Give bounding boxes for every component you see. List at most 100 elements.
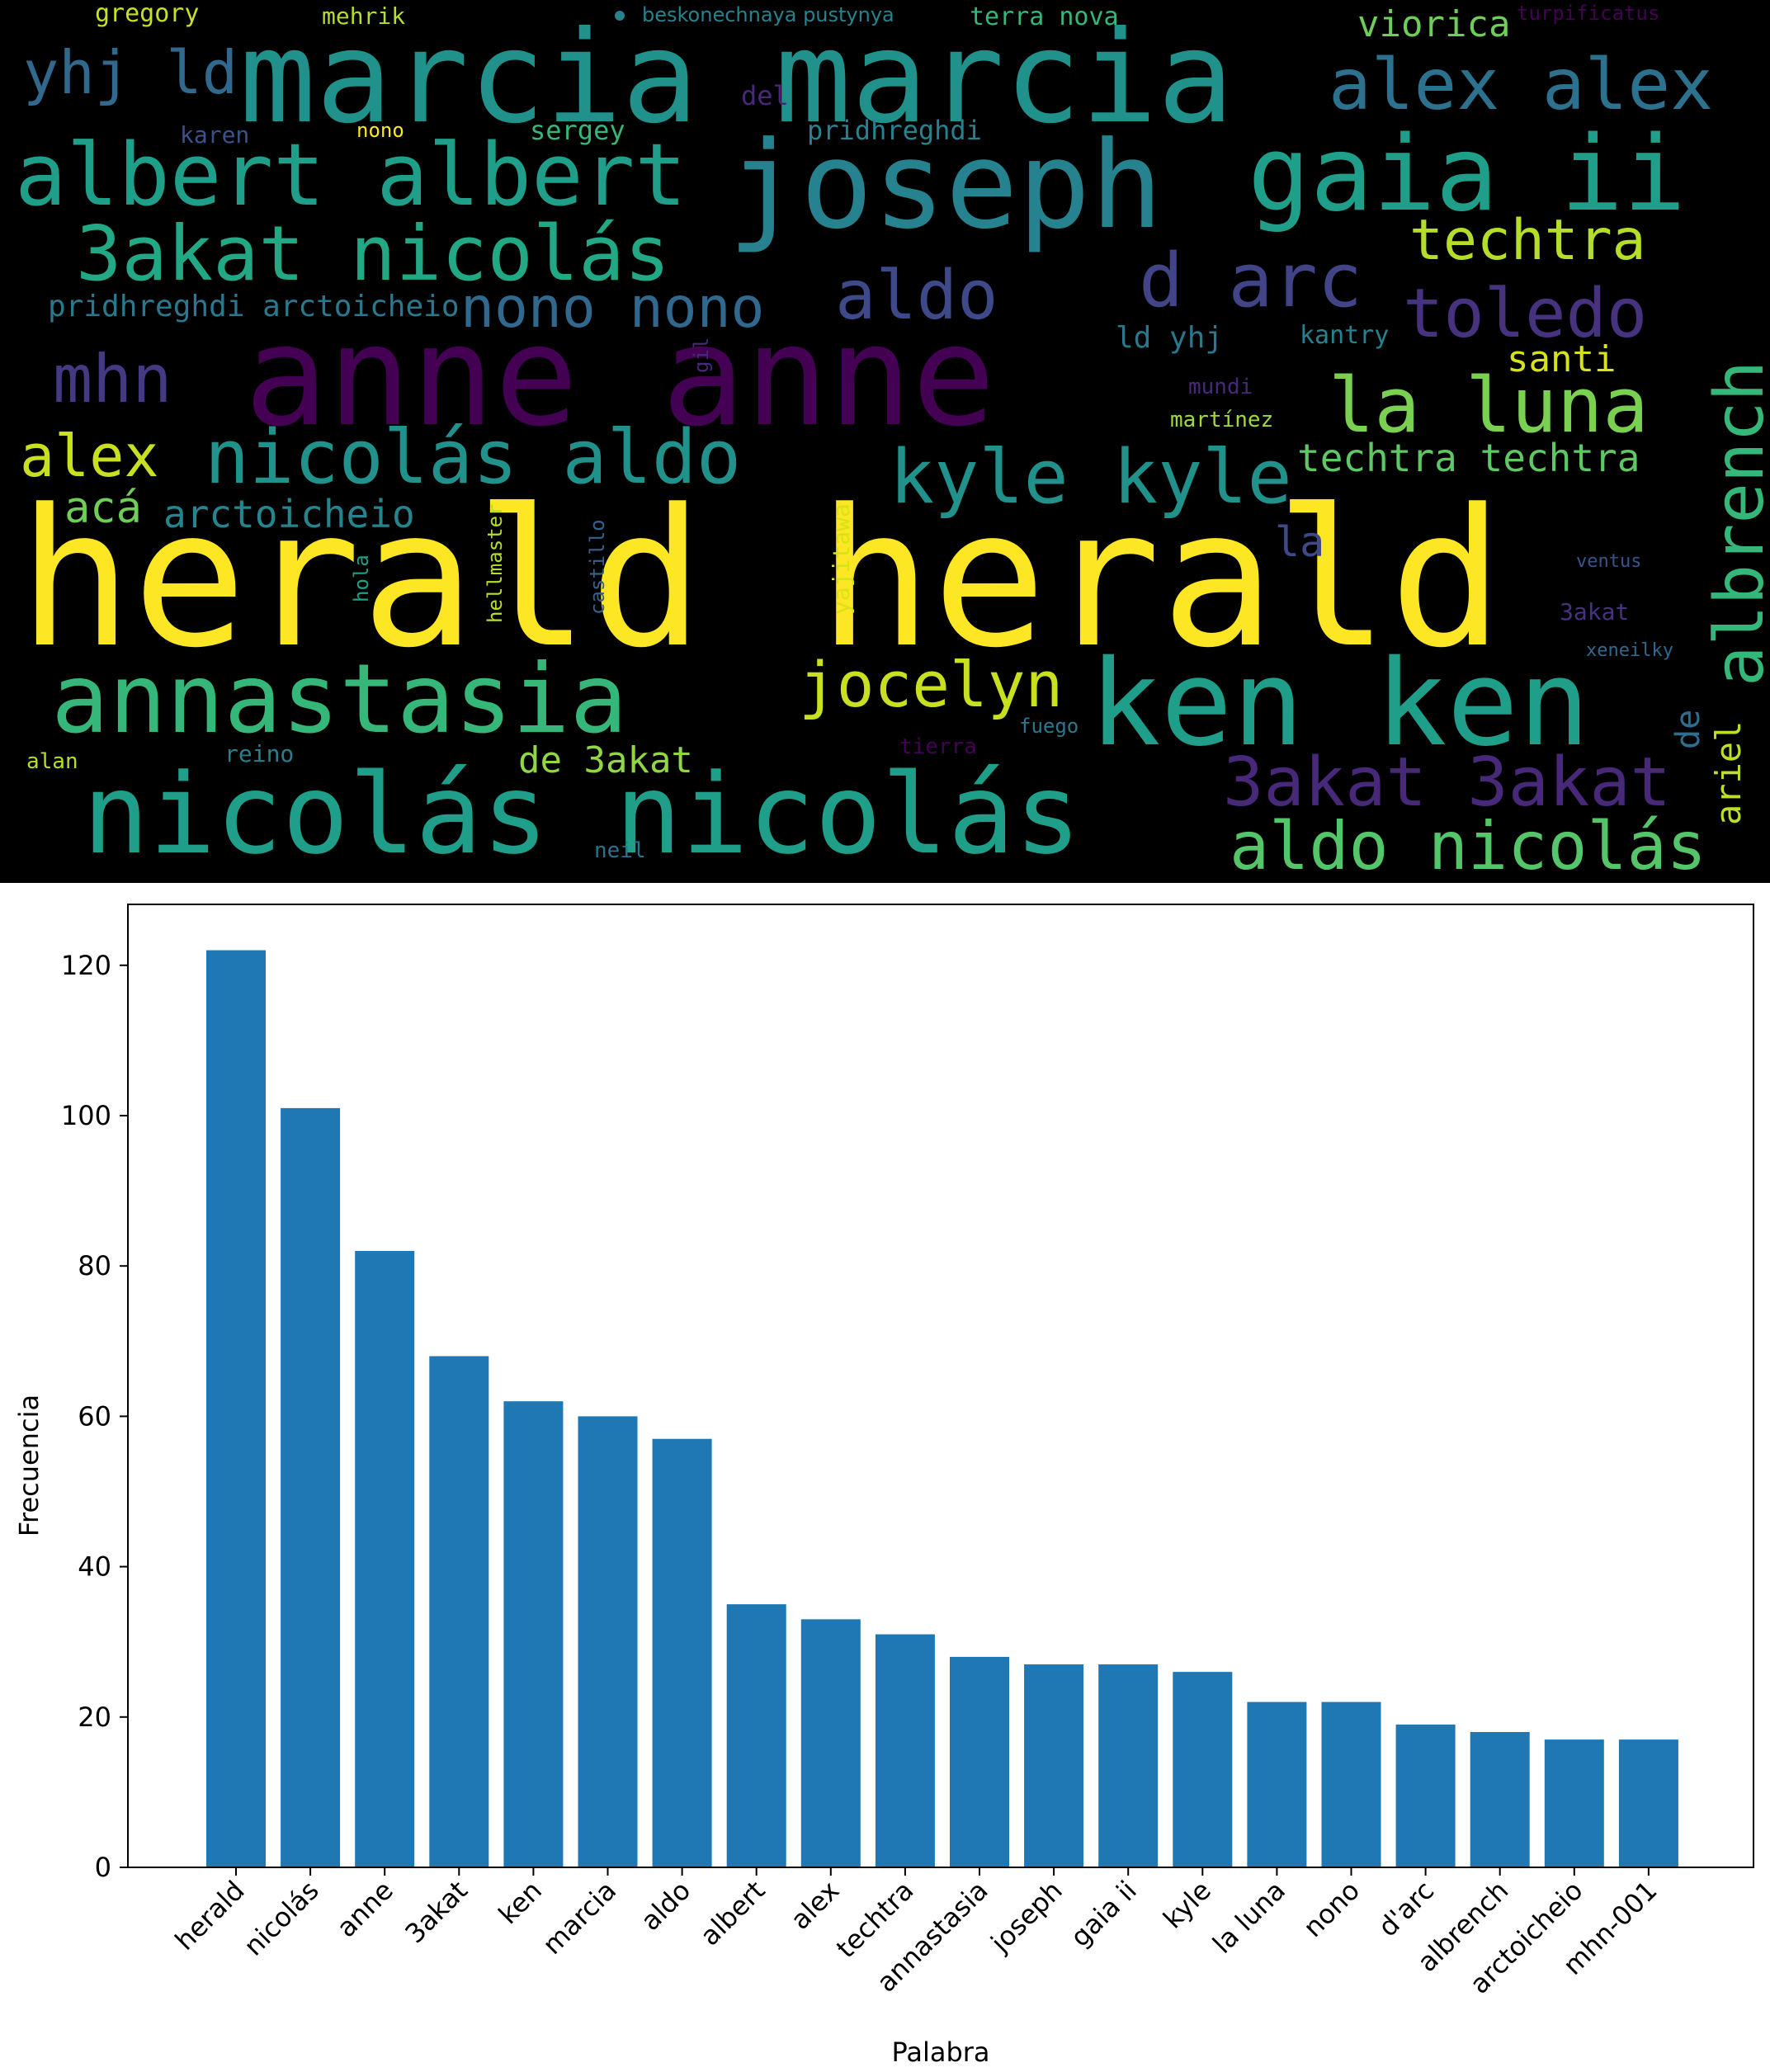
word-3akat-small: 3akat (1560, 598, 1630, 625)
word-cloud: gregory mehrik beskonechnaya pustynya te… (0, 0, 1770, 883)
word-de-3akat: de 3akat (518, 739, 693, 781)
bar-albert (726, 1604, 786, 1867)
word-nicolas-aldo: nicolás aldo (205, 414, 742, 501)
word-gregory: gregory (95, 0, 200, 28)
word-pridhreghdi-arctoicheio: pridhreghdi arctoicheio (48, 290, 460, 323)
word-techtra: techtra (1409, 208, 1646, 273)
word-ventus: ventus (1576, 551, 1642, 572)
x-tick-label: herald (169, 1875, 251, 1956)
bar-techtra (875, 1634, 935, 1867)
bar-mhn-001 (1618, 1739, 1678, 1867)
y-tick-label: 80 (78, 1250, 111, 1281)
x-tick-label: gaia ii (1064, 1875, 1143, 1953)
bar-ken (503, 1401, 564, 1867)
x-tick-label: kyle (1157, 1875, 1217, 1935)
word-la-luna: la luna (1329, 361, 1649, 450)
word-alex-alex: alex alex (1329, 44, 1713, 126)
y-tick-label: 120 (61, 950, 111, 981)
y-axis-label: Frecuencia (13, 1395, 45, 1536)
x-tick-label: 3akat (399, 1875, 474, 1950)
bar-joseph (1024, 1664, 1084, 1867)
word-toledo: toledo (1403, 275, 1648, 353)
word-jocelyn: jocelyn (799, 648, 1064, 721)
word-techtra-techtra: techtra techtra (1297, 436, 1640, 480)
bar-nono (1321, 1701, 1381, 1867)
bar-arctoicheio (1544, 1739, 1604, 1867)
x-tick-label: aldo (635, 1875, 696, 1937)
word-3akat-nicolas: 3akat nicolás (76, 210, 671, 298)
word-tierra: tierra (899, 734, 977, 759)
word-neil: neil (594, 838, 646, 863)
x-tick-label: anne (331, 1875, 399, 1943)
word-viorica: viorica (1357, 3, 1511, 45)
word-anne-anne: anne anne (244, 295, 996, 457)
word-albrench: albrench (1701, 361, 1770, 687)
word-yhj-ld: yhj ld (23, 38, 238, 107)
word-kantry: kantry (1300, 321, 1390, 350)
word-gaia-ii: gaia ii (1248, 113, 1687, 234)
word-ld-yhj: ld yhj (1116, 321, 1224, 355)
word-ken-ken: ken ken (1089, 634, 1590, 772)
bar-marcia (578, 1416, 638, 1867)
word-turpificatus: turpificatus (1517, 2, 1660, 25)
x-tick-label: alex (785, 1875, 846, 1936)
word-arctoicheio: arctoicheio (163, 492, 415, 536)
word-3akat-3akat: 3akat 3akat (1223, 743, 1672, 822)
word-aldo-nicolas: aldo nicolás (1230, 808, 1706, 883)
y-tick-label: 60 (78, 1400, 111, 1432)
word-del: del (741, 80, 789, 111)
word-aldo: aldo (835, 257, 998, 335)
bar-3akat (429, 1356, 489, 1867)
bar-alex (800, 1619, 861, 1867)
x-tick-label: ken (493, 1875, 548, 1930)
word-annastasia: annastasia (51, 644, 628, 755)
y-tick-label: 40 (78, 1551, 111, 1583)
word-aca: acá (64, 484, 142, 533)
word-mhn: mhn (53, 341, 172, 418)
x-tick-label: la luna (1206, 1875, 1291, 1960)
bar-herald (206, 950, 266, 1867)
x-tick-label: nicolás (238, 1875, 325, 1962)
word-terra-nova: terra nova (970, 2, 1119, 31)
word-alex: alex (20, 422, 159, 490)
word-pridhreghdi: pridhreghdi (807, 115, 982, 146)
bar-albrench (1470, 1732, 1530, 1867)
x-tick-label: marcia (536, 1875, 622, 1961)
word-yajitawa: yajitawa (828, 503, 855, 615)
word-hellmaster: hellmaster (484, 503, 507, 624)
word-la: la (1275, 518, 1325, 566)
y-tick-label: 20 (78, 1701, 111, 1733)
word-karen: karen (180, 121, 250, 149)
bar-anne (355, 1250, 415, 1867)
word-mundi: mundi (1188, 375, 1253, 399)
word-d-arc: d arc (1139, 238, 1362, 324)
word-ariel: ariel (1708, 720, 1749, 825)
y-tick-label: 100 (61, 1100, 111, 1131)
word-hola: hola (350, 555, 373, 602)
word-fuego: fuego (1019, 715, 1079, 738)
word-nono-nono: nono nono (460, 276, 765, 341)
word-dot (615, 11, 625, 21)
word-xeneilky: xeneilky (1586, 640, 1673, 661)
word-alan: alan (26, 749, 78, 774)
bar-nicolás (281, 1107, 341, 1867)
y-tick-label: 0 (95, 1852, 111, 1883)
word-martinez: martínez (1170, 408, 1274, 432)
bar-gaia ii (1098, 1664, 1159, 1867)
word-albert-albert: albert albert (15, 125, 687, 225)
x-tick-label: nono (1297, 1875, 1366, 1943)
word-gil: gil (690, 337, 713, 373)
x-tick-label: d'arc (1372, 1875, 1441, 1943)
word-nono-small: nono (356, 119, 404, 142)
word-herald-herald: herald herald (18, 470, 1504, 690)
x-tick-label: albert (694, 1875, 771, 1952)
bar-la luna (1247, 1701, 1307, 1867)
word-mehrik: mehrik (322, 2, 406, 30)
word-beskonechnaya-pustynya: beskonechnaya pustynya (642, 3, 894, 26)
x-axis-label: Palabra (891, 2037, 989, 2068)
bar-d'arc (1395, 1724, 1456, 1867)
word-castillo: castillo (586, 519, 609, 615)
x-tick-label: joseph (984, 1875, 1069, 1959)
word-de: de (1669, 709, 1707, 749)
